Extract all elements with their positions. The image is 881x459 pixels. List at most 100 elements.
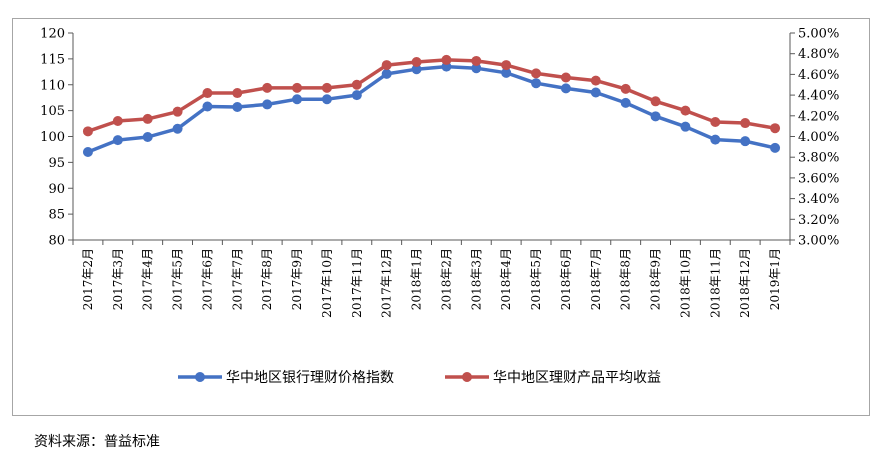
y-left-tick-label: 100 (40, 130, 65, 145)
series-2-point (680, 105, 691, 116)
series-1-point (232, 102, 243, 113)
y-right-tick-label: 3.00% (798, 234, 839, 249)
x-tick-label: 2019年1月 (768, 248, 782, 310)
legend-label-2: 华中地区理财产品平均收益 (493, 370, 661, 386)
x-tick-label: 2018年2月 (439, 248, 453, 310)
y-left-tick-label: 85 (48, 208, 65, 223)
series-1-point (321, 94, 332, 105)
series-2-point (82, 126, 93, 137)
x-tick-label: 2018年5月 (529, 248, 543, 310)
series-2-point (262, 82, 273, 93)
x-tick-label: 2018年7月 (589, 248, 603, 310)
x-tick-label: 2017年12月 (380, 248, 394, 318)
x-tick-label: 2018年3月 (469, 248, 483, 310)
y-right-tick-label: 3.20% (798, 213, 839, 228)
chart-legend: 华中地区银行理财价格指数 华中地区理财产品平均收益 (178, 370, 661, 386)
series-1-point (531, 78, 542, 89)
series-2-point (232, 88, 243, 99)
x-tick-label: 2017年5月 (171, 248, 185, 310)
y-left-tick-label: 115 (40, 52, 65, 67)
y-right-tick-label: 5.00% (798, 27, 839, 42)
y-right-tick-label: 4.80% (798, 47, 839, 62)
x-tick-label: 2018年11月 (708, 248, 722, 318)
series-2-point (501, 60, 512, 71)
y-right-tick-label: 4.40% (798, 89, 839, 104)
y-right-tick-label: 3.40% (798, 192, 839, 207)
y-right-tick-label: 4.20% (798, 109, 839, 124)
x-tick-label: 2017年11月 (350, 248, 364, 318)
x-tick-label: 2017年6月 (200, 248, 214, 310)
series-1-point (650, 111, 661, 122)
series-1-point (262, 99, 273, 110)
series-1-point (292, 94, 303, 105)
series-1-point (411, 64, 422, 75)
series-1-point (471, 63, 482, 74)
y-right-tick-label: 3.60% (798, 171, 839, 186)
series-1-point (172, 123, 183, 134)
x-tick-label: 2018年6月 (559, 248, 573, 310)
series-1-point (590, 87, 601, 98)
x-tick-label: 2017年9月 (290, 248, 304, 310)
legend-label-1: 华中地区银行理财价格指数 (226, 370, 394, 386)
x-tick-label: 2017年7月 (230, 248, 244, 310)
series-2-point (142, 113, 153, 124)
series-2-point (531, 68, 542, 79)
series-2-point (650, 96, 661, 107)
chart-axes: 80 85 90 95 100 105 110 115 120 3.00% 3.20% 3.40% 3.… (40, 27, 839, 318)
series-2-point (560, 72, 571, 83)
series-2-point (590, 75, 601, 86)
y-left-tick-label: 95 (48, 156, 65, 171)
y-left-tick-label: 90 (48, 182, 65, 197)
series-1-point (202, 101, 213, 112)
x-tick-label: 2018年9月 (649, 248, 663, 310)
series-2-point (112, 115, 123, 126)
legend-swatch-marker-1 (195, 372, 205, 382)
x-tick-label: 2018年8月 (619, 248, 633, 310)
series-2-point (351, 79, 362, 90)
series-1-point (381, 68, 392, 79)
y-left-tick-label: 120 (40, 27, 65, 42)
series-2-point (292, 82, 303, 93)
series-2-point (471, 55, 482, 66)
series-line-2 (87, 58, 776, 133)
series-line-1 (87, 64, 776, 154)
chart-series (82, 54, 781, 158)
series-2-point (381, 60, 392, 71)
x-tick-label: 2018年4月 (499, 248, 513, 310)
series-1-point (351, 90, 362, 101)
chart-frame (12, 18, 870, 416)
series-1-point (501, 67, 512, 78)
series-1-point (740, 136, 751, 147)
x-tick-label: 2017年8月 (260, 248, 274, 310)
x-tick-label: 2017年2月 (81, 248, 95, 310)
series-1-point (560, 83, 571, 94)
series-1-point (680, 121, 691, 132)
series-1-point (620, 97, 631, 108)
x-tick-label: 2017年10月 (320, 248, 334, 318)
series-2-point (202, 88, 213, 99)
series-2-point (710, 117, 721, 128)
x-tick-label: 2017年4月 (141, 248, 155, 310)
series-2-point (770, 123, 781, 134)
series-1-point (710, 134, 721, 145)
series-2-point (740, 118, 751, 129)
x-tick-label: 2018年12月 (738, 248, 752, 318)
series-1-point (770, 142, 781, 153)
y-left-tick-label: 105 (40, 104, 65, 119)
legend-swatch-marker-2 (462, 372, 472, 382)
series-2-point (620, 83, 631, 94)
x-tick-label: 2018年1月 (410, 248, 424, 310)
series-2-point (441, 54, 452, 65)
y-right-tick-label: 3.80% (798, 151, 839, 166)
x-tick-label: 2018年10月 (678, 248, 692, 318)
series-1-point (82, 147, 93, 158)
source-note: 资料来源：普益标准 (34, 434, 160, 450)
series-1-point (112, 135, 123, 146)
x-tick-label: 2017年3月 (111, 248, 125, 310)
series-2-point (172, 106, 183, 117)
y-left-tick-label: 80 (48, 234, 65, 249)
y-left-tick-label: 110 (40, 78, 65, 93)
series-2-point (411, 56, 422, 67)
series-2-point (321, 82, 332, 93)
